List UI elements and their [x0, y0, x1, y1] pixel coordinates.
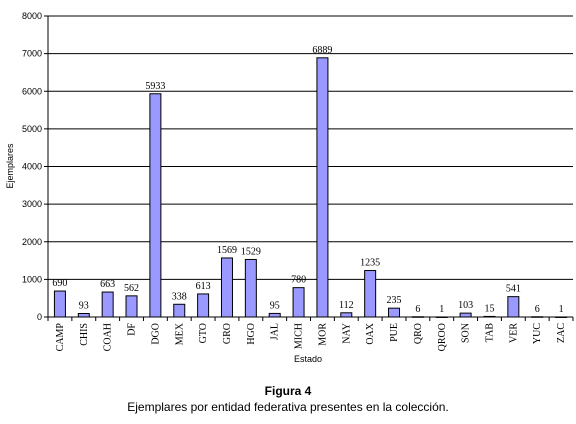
- x-tick-label-ver: VER: [508, 323, 519, 343]
- data-label-son: 103: [458, 300, 473, 311]
- y-tick-labels: 0 1000 2000 3000 4000 5000 6000 7000 8000: [22, 11, 42, 322]
- x-tick-labels: CAMP CHIS COAH DF DGO MEX GTO GRO HGO JAL MICH MOR N…: [55, 322, 567, 351]
- data-label-mich: 780: [291, 275, 306, 286]
- bar-mex: [173, 303, 186, 318]
- y-tick-label: 1000: [22, 274, 42, 284]
- x-tick-label-tab: TAB: [484, 323, 495, 343]
- x-tick-label-chis: CHIS: [79, 323, 90, 346]
- y-tick-label: 0: [37, 312, 42, 322]
- x-tick-label-df: DF: [127, 323, 138, 336]
- x-tick-label-qro: QRO: [413, 323, 424, 344]
- data-label-qro: 6: [415, 304, 420, 315]
- y-tick-label: 6000: [22, 86, 42, 96]
- bar-gro: [220, 257, 233, 318]
- bars: [53, 57, 568, 318]
- data-label-camp: 690: [52, 278, 67, 289]
- data-label-df: 562: [124, 283, 139, 294]
- data-label-zac: 1: [559, 304, 564, 315]
- data-label-qroo: 1: [439, 304, 444, 315]
- bar-coah: [101, 291, 114, 318]
- axes: [44, 15, 574, 321]
- bar-hgo: [244, 258, 257, 318]
- bar-df: [125, 295, 138, 318]
- x-tick-label-dgo: DGO: [150, 323, 161, 345]
- x-tick-label-hgo: HGO: [246, 323, 257, 345]
- data-label-jal: 95: [270, 300, 280, 311]
- bar-oax: [364, 270, 377, 318]
- y-tick-label: 8000: [22, 11, 42, 21]
- x-tick-label-coah: COAH: [103, 323, 114, 351]
- data-label-gto: 613: [196, 281, 211, 292]
- data-label-chis: 93: [79, 301, 89, 312]
- data-label-nay: 112: [339, 300, 354, 311]
- gridlines: [48, 15, 573, 280]
- data-label-gro: 1569: [217, 245, 237, 256]
- x-tick-label-qroo: QROO: [437, 323, 448, 351]
- x-tick-label-zac: ZAC: [556, 323, 567, 343]
- x-tick-label-jal: JAL: [270, 323, 281, 340]
- bar-gto: [197, 293, 210, 318]
- x-tick-label-gro: GRO: [222, 323, 233, 344]
- x-tick-label-mich: MICH: [294, 323, 305, 349]
- figure-caption: Ejemplares por entidad federativa presen…: [127, 400, 449, 414]
- data-label-yuc: 6: [535, 304, 540, 315]
- bar-pue: [388, 307, 401, 318]
- data-label-dgo: 5933: [145, 81, 165, 92]
- bar-nay: [340, 312, 353, 318]
- figure-title: Figura 4: [264, 384, 312, 398]
- x-tick-label-oax: OAX: [365, 322, 376, 344]
- x-tick-label-pue: PUE: [389, 323, 400, 342]
- data-label-hgo: 1529: [241, 246, 261, 257]
- data-label-mor: 6889: [312, 45, 332, 56]
- data-label-pue: 235: [387, 295, 402, 306]
- data-label-coah: 663: [100, 279, 115, 290]
- y-tick-label: 3000: [22, 199, 42, 209]
- y-axis-title: Ejemplares: [5, 143, 15, 189]
- y-tick-label: 7000: [22, 49, 42, 59]
- bar-ver: [507, 296, 520, 318]
- bar-chis: [77, 313, 90, 318]
- y-tick-label: 2000: [22, 237, 42, 247]
- x-tick-label-camp: CAMP: [55, 323, 66, 352]
- x-tick-label-gto: GTO: [198, 323, 209, 343]
- bar-mor: [316, 57, 329, 318]
- bar-son: [459, 312, 472, 318]
- x-axis-title: Estado: [294, 354, 322, 364]
- x-tick-label-yuc: YUC: [532, 323, 543, 344]
- bar-camp: [53, 290, 66, 318]
- x-tick-label-mex: MEX: [174, 322, 185, 345]
- y-tick-label: 4000: [22, 162, 42, 172]
- data-label-tab: 15: [484, 303, 494, 314]
- data-label-mex: 338: [172, 291, 187, 302]
- x-tick-label-nay: NAY: [341, 323, 352, 344]
- x-tick-label-son: SON: [461, 323, 472, 343]
- y-tick-label: 5000: [22, 124, 42, 134]
- bar-dgo: [149, 93, 162, 318]
- data-label-ver: 541: [506, 284, 521, 295]
- data-label-oax: 1235: [360, 258, 380, 269]
- x-tick-label-mor: MOR: [317, 323, 328, 346]
- bar-jal: [268, 312, 281, 318]
- bar-mich: [292, 287, 305, 318]
